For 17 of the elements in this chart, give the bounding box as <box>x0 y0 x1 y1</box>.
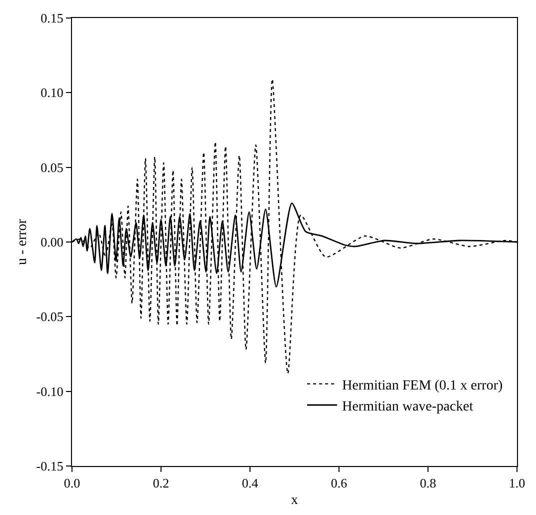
x-tick-label: 0.6 <box>330 476 348 491</box>
x-tick-label: 1.0 <box>508 476 526 491</box>
x-tick-label: 0.2 <box>152 476 170 491</box>
y-tick-label: 0.00 <box>40 234 64 250</box>
y-tick-label: -0.05 <box>36 309 64 324</box>
legend-label: Hermitian FEM (0.1 x error) <box>342 378 504 394</box>
y-axis-title: u - error <box>14 218 30 265</box>
x-tick-label: 0.8 <box>420 476 436 491</box>
x-tick-label: 0.0 <box>64 476 80 491</box>
y-tick-label: 0.05 <box>40 160 64 175</box>
y-tick-label: 0.10 <box>40 85 64 100</box>
legend-label: Hermitian wave-packet <box>342 399 474 414</box>
x-axis-title: x <box>291 492 298 508</box>
y-tick-label: 0.15 <box>40 10 64 26</box>
y-tick-label: -0.10 <box>36 384 64 399</box>
x-tick-label: 0.4 <box>242 476 259 491</box>
y-tick-label: -0.15 <box>36 458 64 474</box>
